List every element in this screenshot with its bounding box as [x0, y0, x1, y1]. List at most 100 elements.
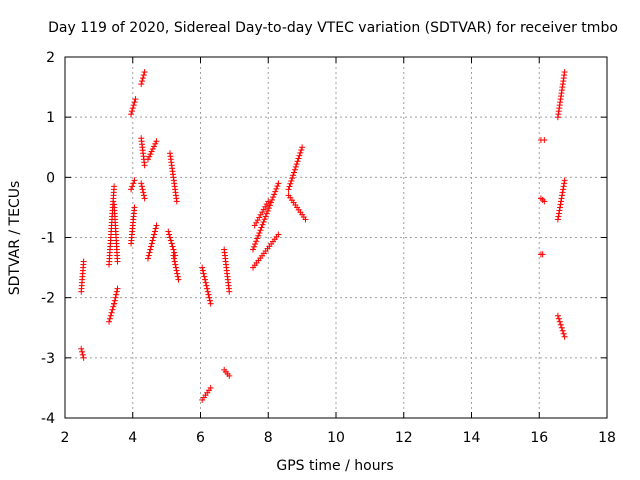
data-point	[294, 158, 301, 165]
data-point	[113, 288, 120, 295]
data-point	[555, 315, 562, 322]
data-point	[129, 105, 136, 112]
data-point	[557, 321, 564, 328]
data-point	[140, 189, 147, 196]
data-point	[260, 218, 267, 225]
data-point	[559, 327, 566, 334]
data-point	[263, 210, 270, 217]
data-point	[112, 294, 119, 301]
data-point	[130, 180, 137, 187]
data-point	[131, 177, 138, 184]
data-point	[138, 81, 145, 88]
data-point	[78, 345, 85, 352]
data-points	[78, 69, 568, 403]
data-point	[146, 153, 153, 160]
data-point	[292, 163, 299, 170]
data-point	[559, 189, 566, 196]
data-point	[226, 288, 233, 295]
x-axis-label: GPS time / hours	[276, 458, 393, 474]
data-point	[128, 108, 135, 115]
x-tick-label: 18	[598, 430, 616, 446]
data-point	[560, 330, 567, 337]
data-point	[171, 258, 178, 265]
data-point	[138, 183, 145, 190]
data-point	[141, 195, 148, 202]
data-point	[269, 196, 276, 203]
data-point	[173, 267, 180, 274]
data-point	[256, 229, 263, 236]
data-point	[144, 156, 151, 163]
data-point	[140, 72, 147, 79]
y-tick-labels: -4 -3 -2 -1 0 1 2	[41, 50, 55, 427]
data-point	[174, 270, 181, 277]
x-tick-label: 8	[264, 430, 273, 446]
data-point	[557, 201, 564, 208]
data-point	[165, 228, 172, 235]
data-point	[111, 300, 118, 307]
data-point	[290, 172, 297, 179]
data-point	[149, 237, 156, 244]
data-point	[151, 143, 158, 150]
data-point	[291, 166, 298, 173]
data-point	[132, 96, 139, 103]
data-point	[172, 261, 179, 268]
data-point	[250, 246, 257, 253]
data-point	[262, 213, 269, 220]
data-point	[226, 372, 233, 379]
data-point	[169, 243, 176, 250]
data-point	[558, 324, 565, 331]
y-axis-label: SDTVAR / TECUs	[7, 181, 23, 296]
plot-frame	[64, 56, 608, 419]
data-point	[251, 243, 258, 250]
data-point	[128, 186, 135, 193]
data-point	[200, 270, 207, 277]
data-point	[204, 285, 211, 292]
data-point	[79, 348, 86, 355]
data-point	[558, 195, 565, 202]
data-point	[287, 180, 294, 187]
data-point	[290, 169, 297, 176]
data-point	[273, 185, 280, 192]
data-point	[114, 258, 121, 265]
data-point	[148, 243, 155, 250]
data-point	[171, 249, 178, 256]
data-point	[175, 276, 182, 283]
data-point	[113, 291, 120, 298]
data-point	[266, 202, 273, 209]
data-point	[79, 351, 86, 358]
data-point	[110, 303, 117, 310]
data-point	[153, 138, 160, 145]
data-point	[561, 333, 568, 340]
data-point	[166, 231, 173, 238]
data-point	[107, 312, 114, 319]
y-tick-label: -3	[41, 351, 55, 367]
data-point	[556, 204, 563, 211]
data-point	[148, 148, 155, 155]
y-tick-label: 1	[46, 110, 55, 126]
data-point	[253, 238, 260, 245]
data-point	[149, 145, 156, 152]
data-point	[555, 210, 562, 217]
data-point	[270, 194, 277, 201]
data-point	[265, 198, 272, 205]
data-point	[259, 209, 266, 216]
data-point	[199, 267, 206, 274]
y-tick-label: -2	[41, 291, 55, 307]
data-point	[260, 206, 267, 213]
data-point	[206, 297, 213, 304]
data-point	[111, 297, 118, 304]
data-point	[168, 240, 175, 247]
data-point	[128, 111, 135, 118]
data-point	[285, 186, 292, 193]
data-point	[256, 214, 263, 221]
data-point	[139, 75, 146, 82]
data-point	[174, 273, 181, 280]
data-point	[560, 183, 567, 190]
data-point	[253, 219, 260, 226]
data-point	[255, 232, 262, 239]
data-point	[558, 198, 565, 205]
data-point	[171, 255, 178, 262]
data-point	[275, 180, 282, 187]
data-point	[254, 217, 261, 224]
data-point	[140, 192, 147, 199]
